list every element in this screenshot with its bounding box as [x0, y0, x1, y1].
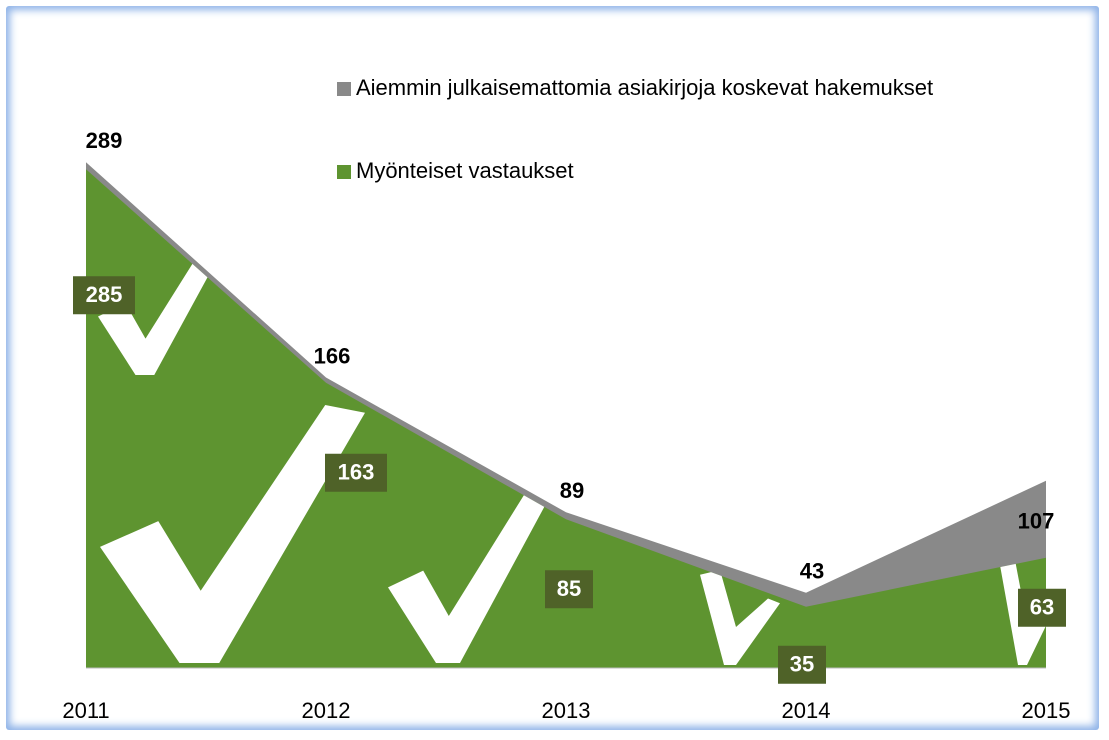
legend-label: Myönteiset vastaukset	[356, 158, 574, 183]
value-label: 107	[1018, 509, 1055, 534]
x-tick-label: 2015	[1022, 698, 1071, 723]
value-label: 43	[800, 559, 824, 584]
value-label-box	[73, 276, 135, 315]
check-mark	[98, 245, 223, 375]
value-label: 85	[557, 576, 581, 601]
value-label: 289	[86, 128, 123, 153]
value-label-box	[1018, 588, 1066, 627]
legend-swatch	[337, 82, 351, 96]
value-label: 89	[560, 478, 584, 503]
check-mark	[700, 570, 780, 665]
value-label: 166	[314, 343, 351, 368]
check-marks	[98, 245, 1046, 665]
value-label: 285	[86, 282, 123, 307]
value-label: 35	[790, 652, 814, 677]
value-label: 163	[338, 460, 375, 485]
x-tick-label: 2013	[542, 698, 591, 723]
value-label-box	[778, 645, 826, 684]
value-label: 63	[1030, 595, 1054, 620]
area	[86, 169, 1046, 668]
check-mark	[100, 405, 365, 663]
value-label-box	[325, 453, 387, 492]
x-tick-label: 2012	[302, 698, 351, 723]
check-mark	[388, 495, 548, 663]
legend-label: Aiemmin julkaisemattomia asiakirjoja kos…	[356, 75, 933, 100]
value-label-box	[545, 570, 593, 609]
x-tick-label: 2011	[62, 698, 109, 723]
check-mark	[1000, 560, 1046, 665]
x-tick-label: 2014	[782, 698, 831, 723]
legend-swatch	[337, 165, 351, 179]
